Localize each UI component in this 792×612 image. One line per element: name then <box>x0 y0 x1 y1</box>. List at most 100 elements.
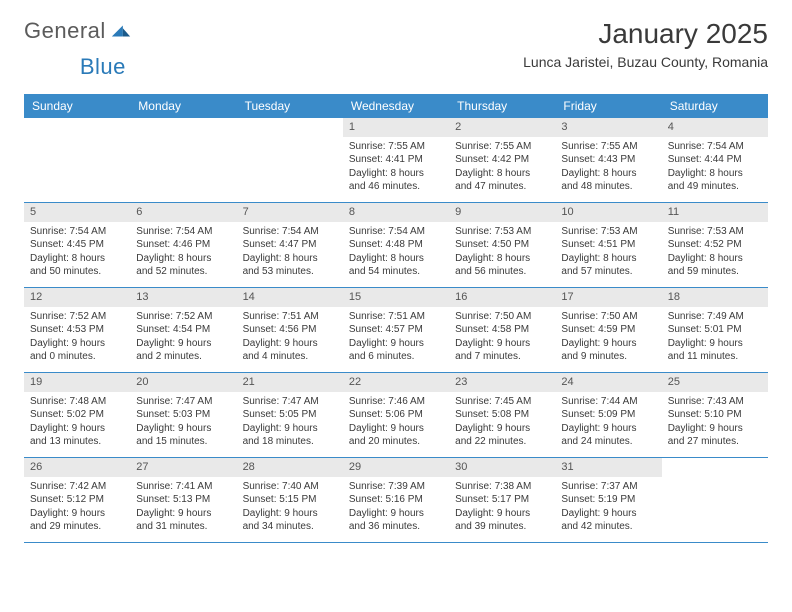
day-cell: 10Sunrise: 7:53 AMSunset: 4:51 PMDayligh… <box>555 203 661 287</box>
dow-tuesday: Tuesday <box>237 94 343 118</box>
daylight-line: and 24 minutes. <box>561 435 655 449</box>
sunrise-line: Sunrise: 7:49 AM <box>668 310 762 324</box>
title-block: January 2025 Lunca Jaristei, Buzau Count… <box>523 18 768 70</box>
sunrise-line: Sunrise: 7:47 AM <box>243 395 337 409</box>
sunrise-line: Sunrise: 7:55 AM <box>455 140 549 154</box>
sunset-line: Sunset: 5:09 PM <box>561 408 655 422</box>
page-title: January 2025 <box>523 18 768 50</box>
daylight-line: and 36 minutes. <box>349 520 443 534</box>
daylight-line: Daylight: 9 hours <box>136 507 230 521</box>
daylight-line: Daylight: 8 hours <box>349 167 443 181</box>
sunset-line: Sunset: 4:48 PM <box>349 238 443 252</box>
day-number: 20 <box>130 373 236 392</box>
daylight-line: Daylight: 8 hours <box>561 167 655 181</box>
daylight-line: and 22 minutes. <box>455 435 549 449</box>
day-number: 21 <box>237 373 343 392</box>
day-cell: 1Sunrise: 7:55 AMSunset: 4:41 PMDaylight… <box>343 118 449 202</box>
daylight-line: and 48 minutes. <box>561 180 655 194</box>
daylight-line: and 0 minutes. <box>30 350 124 364</box>
sunset-line: Sunset: 4:41 PM <box>349 153 443 167</box>
day-number: 22 <box>343 373 449 392</box>
sunset-line: Sunset: 4:54 PM <box>136 323 230 337</box>
sunrise-line: Sunrise: 7:54 AM <box>349 225 443 239</box>
week-row: 12Sunrise: 7:52 AMSunset: 4:53 PMDayligh… <box>24 288 768 373</box>
logo-text-general: General <box>24 18 106 44</box>
daylight-line: and 47 minutes. <box>455 180 549 194</box>
week-row: 5Sunrise: 7:54 AMSunset: 4:45 PMDaylight… <box>24 203 768 288</box>
daylight-line: and 27 minutes. <box>668 435 762 449</box>
day-cell: 26Sunrise: 7:42 AMSunset: 5:12 PMDayligh… <box>24 458 130 542</box>
sunrise-line: Sunrise: 7:38 AM <box>455 480 549 494</box>
day-number: 15 <box>343 288 449 307</box>
daylight-line: Daylight: 9 hours <box>561 422 655 436</box>
daylight-line: Daylight: 9 hours <box>455 422 549 436</box>
daylight-line: and 49 minutes. <box>668 180 762 194</box>
day-cell: 12Sunrise: 7:52 AMSunset: 4:53 PMDayligh… <box>24 288 130 372</box>
dow-saturday: Saturday <box>662 94 768 118</box>
sunset-line: Sunset: 4:46 PM <box>136 238 230 252</box>
daylight-line: Daylight: 8 hours <box>455 252 549 266</box>
daylight-line: Daylight: 8 hours <box>668 167 762 181</box>
day-cell: 17Sunrise: 7:50 AMSunset: 4:59 PMDayligh… <box>555 288 661 372</box>
sunrise-line: Sunrise: 7:48 AM <box>30 395 124 409</box>
sunrise-line: Sunrise: 7:55 AM <box>561 140 655 154</box>
sunset-line: Sunset: 5:12 PM <box>30 493 124 507</box>
day-cell: 5Sunrise: 7:54 AMSunset: 4:45 PMDaylight… <box>24 203 130 287</box>
daylight-line: and 31 minutes. <box>136 520 230 534</box>
day-cell: 7Sunrise: 7:54 AMSunset: 4:47 PMDaylight… <box>237 203 343 287</box>
day-number: 2 <box>449 118 555 137</box>
daylight-line: Daylight: 9 hours <box>455 507 549 521</box>
daylight-line: and 54 minutes. <box>349 265 443 279</box>
logo-text-blue: Blue <box>80 54 126 80</box>
sunset-line: Sunset: 5:17 PM <box>455 493 549 507</box>
day-number: 28 <box>237 458 343 477</box>
daylight-line: and 2 minutes. <box>136 350 230 364</box>
logo: General <box>24 18 132 44</box>
day-cell <box>237 118 343 202</box>
dow-monday: Monday <box>130 94 236 118</box>
day-cell: 18Sunrise: 7:49 AMSunset: 5:01 PMDayligh… <box>662 288 768 372</box>
sunrise-line: Sunrise: 7:37 AM <box>561 480 655 494</box>
sunset-line: Sunset: 5:10 PM <box>668 408 762 422</box>
day-number: 27 <box>130 458 236 477</box>
daylight-line: and 57 minutes. <box>561 265 655 279</box>
sunset-line: Sunset: 4:57 PM <box>349 323 443 337</box>
daylight-line: Daylight: 9 hours <box>349 337 443 351</box>
day-number: 23 <box>449 373 555 392</box>
daylight-line: Daylight: 9 hours <box>30 422 124 436</box>
day-number: 5 <box>24 203 130 222</box>
daylight-line: Daylight: 8 hours <box>136 252 230 266</box>
sunrise-line: Sunrise: 7:55 AM <box>349 140 443 154</box>
daylight-line: and 46 minutes. <box>349 180 443 194</box>
location-subtitle: Lunca Jaristei, Buzau County, Romania <box>523 54 768 70</box>
daylight-line: and 13 minutes. <box>30 435 124 449</box>
day-number: 6 <box>130 203 236 222</box>
dow-thursday: Thursday <box>449 94 555 118</box>
sunset-line: Sunset: 5:05 PM <box>243 408 337 422</box>
daylight-line: Daylight: 8 hours <box>561 252 655 266</box>
day-cell: 27Sunrise: 7:41 AMSunset: 5:13 PMDayligh… <box>130 458 236 542</box>
daylight-line: and 39 minutes. <box>455 520 549 534</box>
sunrise-line: Sunrise: 7:53 AM <box>561 225 655 239</box>
day-cell: 24Sunrise: 7:44 AMSunset: 5:09 PMDayligh… <box>555 373 661 457</box>
day-cell: 31Sunrise: 7:37 AMSunset: 5:19 PMDayligh… <box>555 458 661 542</box>
day-cell: 9Sunrise: 7:53 AMSunset: 4:50 PMDaylight… <box>449 203 555 287</box>
day-cell <box>24 118 130 202</box>
daylight-line: Daylight: 9 hours <box>243 337 337 351</box>
day-number: 19 <box>24 373 130 392</box>
sunset-line: Sunset: 4:56 PM <box>243 323 337 337</box>
sunset-line: Sunset: 4:43 PM <box>561 153 655 167</box>
day-cell <box>130 118 236 202</box>
day-number: 17 <box>555 288 661 307</box>
day-number: 30 <box>449 458 555 477</box>
daylight-line: Daylight: 9 hours <box>668 337 762 351</box>
daylight-line: Daylight: 8 hours <box>243 252 337 266</box>
daylight-line: and 29 minutes. <box>30 520 124 534</box>
sunset-line: Sunset: 5:08 PM <box>455 408 549 422</box>
daylight-line: and 15 minutes. <box>136 435 230 449</box>
sunrise-line: Sunrise: 7:50 AM <box>561 310 655 324</box>
day-number: 31 <box>555 458 661 477</box>
day-cell: 2Sunrise: 7:55 AMSunset: 4:42 PMDaylight… <box>449 118 555 202</box>
sunrise-line: Sunrise: 7:54 AM <box>243 225 337 239</box>
daylight-line: and 9 minutes. <box>561 350 655 364</box>
